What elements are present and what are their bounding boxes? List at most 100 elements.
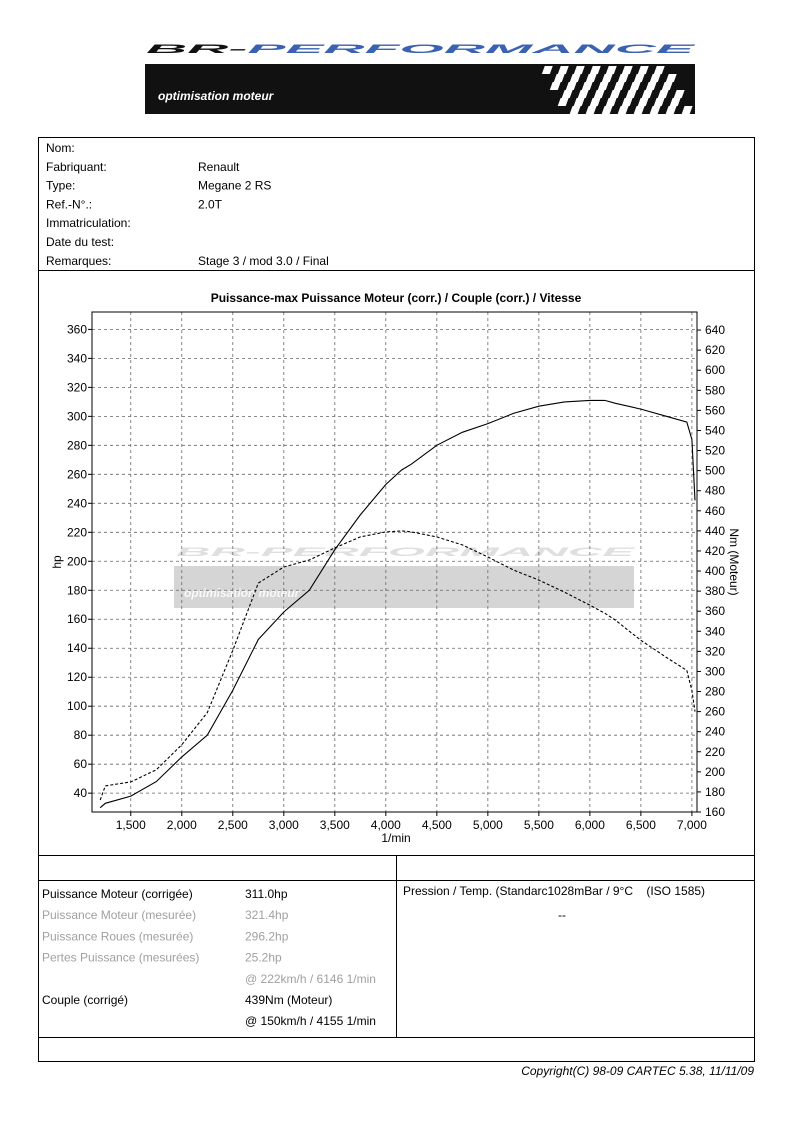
y-tick-label: 220: [67, 525, 87, 539]
y-tick-label: 360: [67, 322, 87, 336]
flag-square: [593, 90, 605, 98]
tagline: optimisation moteur: [158, 89, 275, 103]
flag-square: [565, 82, 577, 90]
flag-square: [641, 90, 653, 98]
y-tick-label: 280: [67, 438, 87, 452]
flag-square: [557, 66, 569, 74]
info-label: Immatriculation:: [46, 216, 131, 230]
x-tick-label: 5,500: [524, 818, 554, 832]
y2-tick-label: 160: [705, 805, 725, 819]
result-value: @ 222km/h / 6146 1/min: [245, 972, 376, 986]
flag-square: [573, 98, 585, 106]
result-label: Pertes Puissance (mesurées): [42, 951, 199, 965]
y2-tick-label: 440: [705, 524, 725, 538]
y-tick-label: 80: [74, 728, 88, 742]
flag-square: [653, 98, 665, 106]
flag-square: [629, 82, 641, 90]
flag-square: [645, 82, 657, 90]
flag-square: [589, 66, 601, 74]
y2-tick-label: 380: [705, 584, 725, 598]
y-tick-label: 40: [74, 786, 88, 800]
info-value: 2.0T: [198, 197, 223, 211]
result-value: 311.0hp: [245, 887, 288, 901]
flag-square: [613, 82, 625, 90]
footer: Copyright(C) 98-09 CARTEC 5.38, 11/11/09: [521, 1064, 754, 1078]
brand-part: PERFORMANCE: [247, 42, 698, 56]
flag-square: [617, 106, 629, 114]
info-value: Megane 2 RS: [198, 179, 271, 193]
flag-square: [573, 66, 585, 74]
results: Puissance Moteur (corrigée) 311.0hp Puissa…: [42, 887, 376, 1028]
result-value: 296.2hp: [245, 929, 289, 943]
flag-square: [681, 106, 693, 114]
flag-square: [669, 98, 681, 106]
y-tick-label: 200: [67, 554, 87, 568]
flag-square: [577, 90, 589, 98]
y-tick-label: 100: [67, 699, 87, 713]
y2-tick-label: 500: [705, 464, 725, 478]
result-label: Puissance Roues (mesurée): [42, 929, 193, 943]
flag-square: [621, 66, 633, 74]
watermark-tagline: optimisation moteur: [184, 586, 301, 600]
result-label: Couple (corrigé): [42, 993, 128, 1007]
y2-tick-label: 620: [705, 343, 725, 357]
y-tick-label: 260: [67, 467, 87, 481]
flag-square: [553, 74, 565, 82]
flag-square: [673, 90, 685, 98]
series-line: [99, 399, 696, 809]
y2-tick-label: 300: [705, 664, 725, 678]
y2-tick-label: 600: [705, 363, 725, 377]
y2-tick-label: 560: [705, 403, 725, 417]
result-label: Puissance Moteur (corrigée): [42, 887, 193, 901]
conditions-label: Pression / Temp. (Standarc1028mBar / 9°C…: [403, 884, 705, 898]
flag-square: [665, 74, 677, 82]
y2-tick-label: 460: [705, 504, 725, 518]
flag-square: [665, 106, 677, 114]
flag-square: [649, 106, 661, 114]
y2-tick-label: 360: [705, 604, 725, 618]
flag-square: [541, 66, 553, 74]
flag-square: [601, 74, 613, 82]
flag-square: [585, 74, 597, 82]
flag-square: [621, 98, 633, 106]
y2-tick-label: 260: [705, 705, 725, 719]
y-tick-label: 300: [67, 409, 87, 423]
flag-square: [633, 106, 645, 114]
y2-axis-label: Nm (Moteur): [727, 528, 741, 595]
info-label: Fabriquant:: [46, 160, 107, 174]
flag-square: [637, 66, 649, 74]
x-tick-label: 1,500: [116, 818, 146, 832]
watermark-brand: BR- PERFORMANCE: [176, 545, 638, 559]
checkered-flag: [541, 66, 693, 114]
y-tick-label: 160: [67, 612, 87, 626]
flag-square: [633, 74, 645, 82]
y2-tick-label: 320: [705, 644, 725, 658]
result-label: Puissance Moteur (mesurée): [42, 908, 196, 922]
flag-square: [557, 98, 569, 106]
series-line: [99, 530, 696, 801]
result-value: 25.2hp: [245, 951, 282, 965]
brand: BR- PERFORMANCE: [146, 42, 699, 56]
info-table: Nom: Fabriquant: Renault Type: Megane 2 RS Re…: [46, 141, 329, 268]
flag-square: [657, 90, 669, 98]
flag-square: [601, 106, 613, 114]
flag-square: [661, 82, 673, 90]
flag-square: [617, 74, 629, 82]
flag-square: [637, 98, 649, 106]
y-tick-label: 340: [67, 351, 87, 365]
x-tick-label: 6,500: [626, 818, 656, 832]
y2-tick-label: 520: [705, 444, 725, 458]
watermark: BR- PERFORMANCE optimisation moteur: [174, 545, 638, 608]
flag-square: [569, 74, 581, 82]
y2-tick-label: 580: [705, 383, 725, 397]
y2-tick-label: 540: [705, 423, 725, 437]
result-value: 321.4hp: [245, 908, 289, 922]
y2-tick-label: 180: [705, 785, 725, 799]
y2-tick-label: 200: [705, 765, 725, 779]
y-axis-label: hp: [50, 555, 64, 569]
x-tick-label: 3,500: [320, 818, 350, 832]
conditions-value: --: [558, 908, 566, 922]
y-tick-label: 240: [67, 496, 87, 510]
